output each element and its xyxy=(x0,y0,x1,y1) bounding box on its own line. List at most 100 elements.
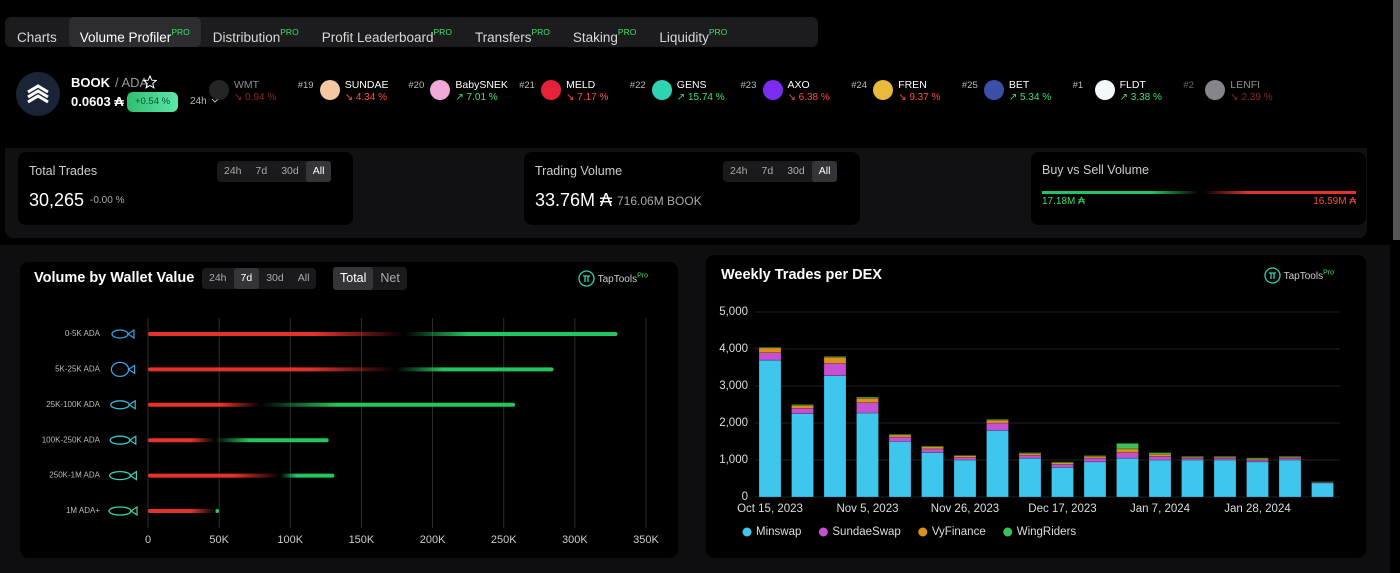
ticker-item[interactable]: #23 AXO ↘ 6.38 % xyxy=(741,72,851,112)
ticker-rank: #23 xyxy=(740,80,757,91)
bar-segment xyxy=(1181,456,1204,459)
bar-segment xyxy=(1083,457,1107,463)
bar-segment xyxy=(1278,459,1302,498)
ticker-change: ↘ 7.17 % xyxy=(566,92,609,103)
toggle-button[interactable]: 30d xyxy=(281,165,299,177)
tab-label: Distribution xyxy=(212,30,281,45)
token-logo-icon xyxy=(27,84,49,104)
x-tick-label: 300K xyxy=(562,534,588,546)
ticker-symbol: SUNDAE xyxy=(344,79,389,91)
y-tick-label: 5,000 xyxy=(719,306,748,318)
tab-badge: PRO xyxy=(433,27,452,37)
bar-segment xyxy=(1051,462,1074,465)
bar-segment xyxy=(148,367,396,372)
bar-segment xyxy=(280,473,335,478)
token-logo xyxy=(16,72,60,116)
bar-segment xyxy=(823,375,847,498)
wallet-icon xyxy=(108,470,132,481)
wallet-icon xyxy=(110,400,130,410)
legend-marker xyxy=(818,527,828,537)
ticker-item[interactable]: #20 BabySNEK ↗ 7.01 % xyxy=(408,72,518,112)
card-title: Total Trades xyxy=(29,164,98,178)
tab[interactable]: StakingPRO xyxy=(562,17,647,47)
token-period[interactable]: 24h xyxy=(190,96,207,107)
ticker-logo xyxy=(319,80,340,100)
card-value: 30,265 xyxy=(29,190,85,210)
ticker-rank: #1 xyxy=(1072,80,1084,91)
ticker-change: ↗ 3.38 % xyxy=(1119,92,1162,103)
bar-segment xyxy=(1083,461,1107,498)
bar-segment xyxy=(1051,467,1074,498)
ticker-item[interactable]: #25 BET ↗ 5.34 % xyxy=(962,72,1072,112)
toggle-button[interactable]: 24h xyxy=(209,272,227,284)
toggle-button[interactable]: 7d xyxy=(761,165,774,177)
tab[interactable]: Charts xyxy=(6,23,68,53)
wallet-icon-tail xyxy=(127,364,136,375)
y-tick-label: 5K-25K ADA xyxy=(55,365,101,374)
button-group: Total Net xyxy=(333,267,407,290)
bar-segment xyxy=(148,332,405,336)
toggle-button[interactable]: Net xyxy=(380,271,400,285)
brand-name: TapTools xyxy=(1283,271,1324,282)
bar-segment xyxy=(1246,458,1269,461)
ticker-item[interactable]: #22 GENS ↗ 15.74 % xyxy=(630,72,740,112)
ticker-symbol: FLDT xyxy=(1119,79,1146,91)
ticker-item[interactable]: #1 FLDT ↗ 3.38 % xyxy=(1073,72,1183,112)
tab[interactable]: Profit LeaderboardPRO xyxy=(311,17,463,47)
bar-segment xyxy=(214,509,220,513)
toggle-button[interactable]: Total xyxy=(333,267,374,290)
toggle-button[interactable]: 7d xyxy=(233,268,260,289)
ticker-item[interactable]: #21 MELD ↘ 7.17 % xyxy=(519,72,629,112)
toggle-button[interactable]: All xyxy=(297,272,310,284)
tab-badge: PRO xyxy=(708,27,728,37)
bar-segment xyxy=(953,459,977,498)
tab[interactable]: LiquidityPRO xyxy=(648,17,738,47)
ticker-item[interactable]: #19 SUNDAE ↘ 4.34 % xyxy=(298,72,408,112)
ticker-rank: #22 xyxy=(629,80,646,91)
toggle-button[interactable]: 30d xyxy=(266,272,284,284)
ticker-item[interactable]: #24 FREN ↘ 9.37 % xyxy=(851,72,961,112)
bar-segment xyxy=(1116,452,1139,459)
token-symbol: BOOK xyxy=(71,75,110,90)
card-change: -0.00 % xyxy=(90,195,125,206)
bar-segment xyxy=(1246,459,1269,463)
bar-segment xyxy=(1278,457,1302,461)
bar-segment xyxy=(1213,457,1237,461)
favorite-star[interactable] xyxy=(143,75,157,89)
bar-segment xyxy=(758,346,782,349)
toggle-button[interactable]: 7d xyxy=(255,165,268,177)
wallet-icon xyxy=(109,435,131,445)
bar-segment xyxy=(1278,456,1302,459)
ticker-item[interactable]: WMT ↘ 0.94 % xyxy=(187,72,297,112)
tab[interactable]: TransfersPRO xyxy=(464,17,561,47)
brand: TapToolsPro xyxy=(578,270,648,287)
tab[interactable]: Volume ProfilerPRO xyxy=(68,17,201,47)
bar-segment xyxy=(921,448,944,453)
wallet-icon xyxy=(111,329,129,339)
ticker-change: ↘ 2.39 % xyxy=(1230,92,1273,103)
buy-sell-card xyxy=(1031,152,1366,225)
x-tick-label: 200K xyxy=(420,534,446,546)
ticker-rank: #21 xyxy=(519,80,535,91)
bar-segment xyxy=(148,438,215,443)
ticker-rank: #2 xyxy=(1183,80,1194,91)
brand-badge: Pro xyxy=(1323,269,1334,277)
x-tick-label: 0 xyxy=(145,534,151,546)
brand: TapToolsPro xyxy=(1264,267,1334,284)
bar-segment xyxy=(1213,456,1237,459)
ticker-item[interactable]: #2 LENFI ↘ 2.39 % xyxy=(1183,72,1293,112)
x-tick-label: 150K xyxy=(349,534,375,546)
legend-label: WingRiders xyxy=(1017,526,1077,538)
x-tick-label: Jan 7, 2024 xyxy=(1130,503,1191,515)
toggle-button[interactable]: 24h xyxy=(224,165,242,177)
toggle-button[interactable]: All xyxy=(811,161,838,182)
bar-segment xyxy=(1051,461,1074,463)
scrollbar xyxy=(1393,0,1400,240)
tab[interactable]: DistributionPRO xyxy=(202,17,310,47)
toggle-button[interactable]: All xyxy=(305,161,332,182)
bar-segment xyxy=(1181,456,1204,458)
toggle-button[interactable]: 30d xyxy=(787,165,805,177)
x-tick-label: 250K xyxy=(491,534,517,546)
toggle-button[interactable]: 24h xyxy=(730,165,748,177)
